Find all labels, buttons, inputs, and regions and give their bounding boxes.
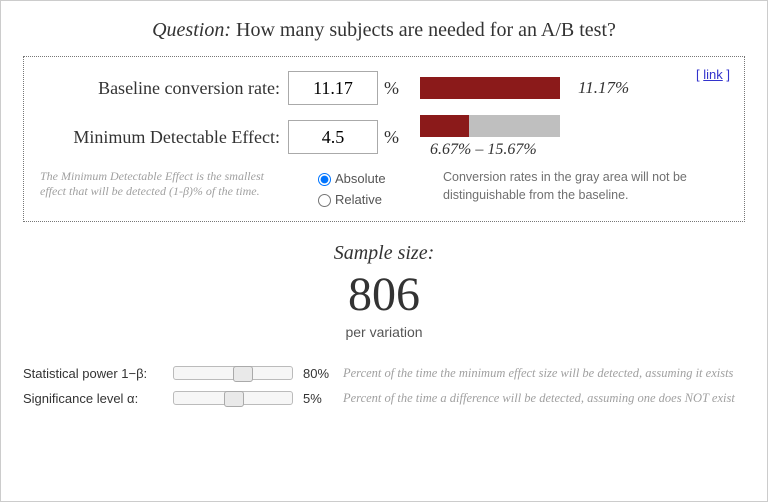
- link-corner: [ link ]: [696, 67, 730, 82]
- alpha-slider-thumb[interactable]: [224, 391, 244, 407]
- baseline-input-wrap: %: [288, 71, 404, 105]
- sample-size-label: Sample size:: [23, 242, 745, 265]
- mode-absolute-label: Absolute: [335, 169, 386, 190]
- alpha-label: Significance level α:: [23, 391, 163, 406]
- mde-label: Minimum Detectable Effect:: [40, 127, 288, 148]
- alpha-row: Significance level α: 5% Percent of the …: [23, 391, 745, 406]
- mode-radio-group: Absolute Relative: [318, 169, 413, 211]
- baseline-bar-col: 11.17%: [420, 77, 629, 99]
- baseline-bar-track: [420, 77, 560, 99]
- baseline-unit: %: [384, 78, 404, 99]
- mode-relative-option[interactable]: Relative: [318, 190, 413, 211]
- power-row: Statistical power 1−β: 80% Percent of th…: [23, 366, 745, 381]
- sample-size-per: per variation: [23, 324, 745, 340]
- baseline-row: Baseline conversion rate: % 11.17%: [40, 71, 728, 105]
- sample-size-value: 806: [23, 267, 745, 322]
- calculator-page: Question: How many subjects are needed f…: [0, 0, 768, 502]
- baseline-input[interactable]: [288, 71, 378, 105]
- mde-input[interactable]: [288, 120, 378, 154]
- mde-row: Minimum Detectable Effect: % 6.67% – 15.…: [40, 115, 728, 159]
- baseline-bar-fill: [420, 77, 560, 99]
- mde-input-wrap: %: [288, 120, 404, 154]
- question-heading: Question: How many subjects are needed f…: [23, 19, 745, 42]
- mde-note: The Minimum Detectable Effect is the sma…: [40, 169, 288, 199]
- mde-bar-col: 6.67% – 15.67%: [420, 115, 560, 159]
- alpha-slider[interactable]: [173, 391, 293, 405]
- input-rows: Baseline conversion rate: % 11.17% Minim…: [40, 71, 728, 159]
- question-text: How many subjects are needed for an A/B …: [231, 19, 616, 41]
- mode-absolute-radio[interactable]: [318, 173, 331, 186]
- mode-relative-radio[interactable]: [318, 194, 331, 207]
- alpha-value: 5%: [303, 391, 343, 406]
- link-close: ]: [723, 67, 730, 82]
- input-panel: [ link ] Baseline conversion rate: % 11.…: [23, 56, 745, 222]
- power-label: Statistical power 1−β:: [23, 366, 163, 381]
- result-block: Sample size: 806 per variation: [23, 242, 745, 340]
- mode-absolute-option[interactable]: Absolute: [318, 169, 413, 190]
- question-label: Question:: [152, 19, 231, 41]
- power-note: Percent of the time the minimum effect s…: [343, 366, 745, 381]
- permalink[interactable]: link: [703, 67, 723, 82]
- power-slider-thumb[interactable]: [233, 366, 253, 382]
- advanced-sliders: Statistical power 1−β: 80% Percent of th…: [23, 366, 745, 406]
- baseline-label: Baseline conversion rate:: [40, 78, 288, 99]
- mode-relative-label: Relative: [335, 190, 382, 211]
- mde-bar-track: [420, 115, 560, 137]
- notes-row: The Minimum Detectable Effect is the sma…: [40, 169, 728, 211]
- alpha-note: Percent of the time a difference will be…: [343, 391, 745, 406]
- baseline-bar-label: 11.17%: [578, 78, 629, 98]
- conversion-note: Conversion rates in the gray area will n…: [443, 169, 728, 204]
- power-value: 80%: [303, 366, 343, 381]
- mde-bar-fill: [420, 115, 469, 137]
- power-slider[interactable]: [173, 366, 293, 380]
- mde-unit: %: [384, 127, 404, 148]
- mde-bar-label: 6.67% – 15.67%: [430, 141, 537, 159]
